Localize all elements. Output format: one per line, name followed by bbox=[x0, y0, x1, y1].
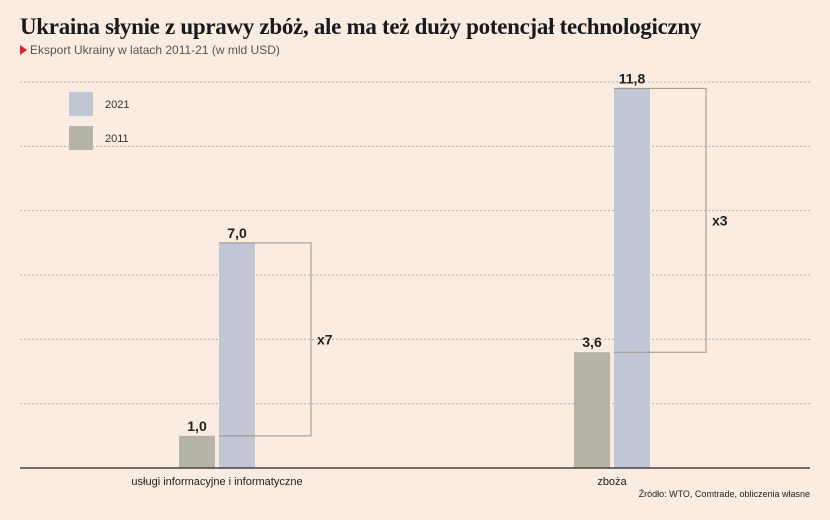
category-label: zboża bbox=[597, 476, 627, 488]
value-label-2011: 3,6 bbox=[582, 334, 602, 350]
multiplier-bracket bbox=[614, 87, 707, 353]
value-label-2011: 1,0 bbox=[187, 418, 207, 434]
multiplier-bracket bbox=[219, 242, 312, 437]
bar-2011 bbox=[574, 352, 610, 468]
subtitle-text: Eksport Ukrainy w latach 2011-21 (w mld … bbox=[30, 43, 280, 57]
chart-title: Ukraina słynie z uprawy zbóż, ale ma też… bbox=[20, 14, 702, 39]
bar-2021 bbox=[614, 88, 650, 468]
legend-swatch-2021 bbox=[69, 92, 93, 116]
red-triangle-icon bbox=[20, 45, 27, 55]
legend-label-2021: 2021 bbox=[105, 99, 129, 111]
legend-label-2011: 2011 bbox=[105, 133, 129, 145]
legend-swatch-2011 bbox=[69, 126, 93, 150]
multiplier-label: x3 bbox=[712, 212, 728, 228]
bar-2021 bbox=[219, 242, 255, 468]
source-note: Źródło: WTO, Comtrade, obliczenia własne bbox=[638, 489, 810, 499]
category-label: usługi informacyjne i informatyczne bbox=[131, 476, 302, 488]
bar-2011 bbox=[179, 435, 215, 468]
multiplier-label: x7 bbox=[317, 331, 333, 347]
value-label-2021: 11,8 bbox=[619, 70, 646, 86]
chart-subtitle: Eksport Ukrainy w latach 2011-21 (w mld … bbox=[20, 43, 280, 57]
value-label-2021: 7,0 bbox=[227, 225, 247, 241]
